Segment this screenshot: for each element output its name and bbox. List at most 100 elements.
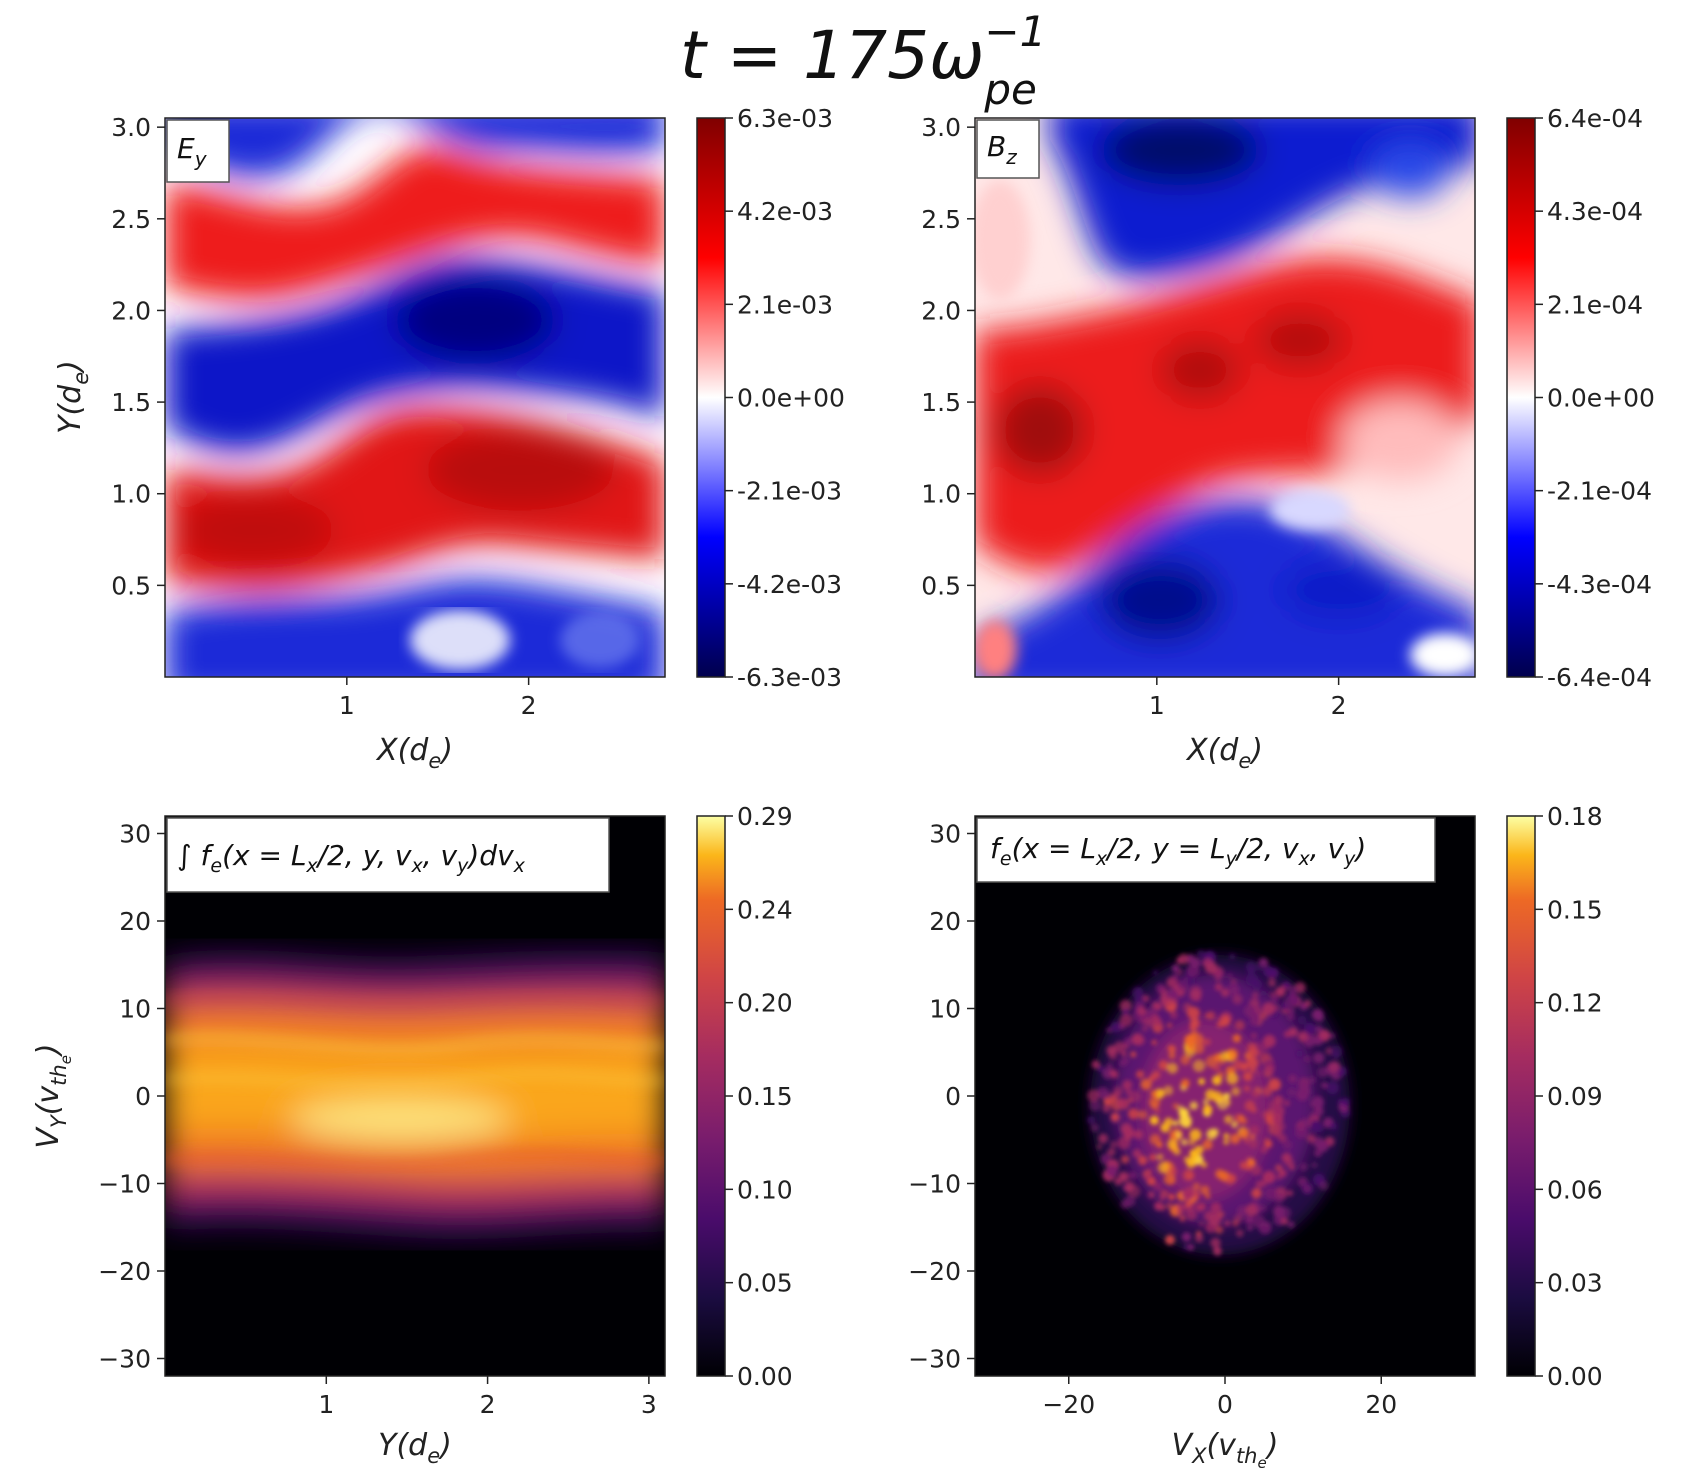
ey-colorbar	[696, 117, 726, 678]
bz-colorbar	[1506, 117, 1536, 678]
fe-velocity-speckle	[1297, 1015, 1307, 1025]
ey-band-top-blue	[165, 118, 665, 179]
fe-velocity-speckle	[1226, 1072, 1239, 1085]
fe-velocity-speckle	[1110, 1021, 1122, 1033]
bz-y-tick-label: 0.5	[921, 571, 961, 600]
fe-integrated-legend-part: y	[456, 855, 469, 877]
ey-y-tick-label: 2.5	[111, 205, 151, 234]
ey-legend-main: E	[177, 132, 195, 165]
fe-integrated-legend-part: x	[411, 855, 424, 877]
fe-velocity-speckle	[1275, 986, 1286, 997]
bz-legend-main: B	[987, 130, 1006, 163]
fe-velocity-speckle	[1230, 1133, 1241, 1144]
fe-velocity-colorbar-tick-label: 0.18	[1547, 802, 1603, 831]
fe-velocity-speckle	[1306, 1134, 1316, 1143]
fe-velocity-colorbar-tick-label: 0.15	[1547, 895, 1603, 924]
fe-velocity-y-tick-label: 0	[945, 1082, 961, 1111]
fe-velocity-speckle	[1226, 1048, 1239, 1061]
fe-velocity-speckle	[1255, 1007, 1262, 1014]
fe-velocity-speckle	[1212, 1063, 1221, 1072]
fe-velocity-speckle	[1127, 1097, 1133, 1103]
fe-integrated-y-axis-label-part: e	[57, 1055, 75, 1064]
fe-velocity-speckle	[1102, 1104, 1111, 1113]
fe-velocity-y-tick-label: 10	[929, 995, 961, 1024]
fe-velocity-x-tick-label: −20	[1042, 1390, 1095, 1419]
fe-velocity-speckle	[1287, 1221, 1295, 1229]
fe-velocity-speckle	[1250, 1067, 1256, 1073]
fe-velocity-speckle	[1176, 1208, 1186, 1218]
ey-colorbar-tick-label: 6.3e-03	[737, 104, 833, 133]
fe-velocity-speckle	[1259, 1205, 1267, 1212]
fe-velocity-speckle	[1159, 1194, 1166, 1201]
fe-velocity-speckle	[1313, 1052, 1325, 1064]
fe-velocity-speckle	[1238, 1115, 1245, 1122]
fe-velocity-speckle	[1168, 1052, 1176, 1059]
fe-velocity-speckle	[1268, 967, 1279, 979]
fe-velocity-speckle	[1185, 1209, 1198, 1221]
ey-x-axis-label: X(de)	[375, 733, 453, 773]
fe-velocity-speckle	[1194, 1233, 1204, 1243]
fe-velocity-speckle	[1163, 1173, 1176, 1185]
fe-velocity-speckle	[1140, 1009, 1146, 1015]
fe-velocity-speckle	[1103, 1097, 1112, 1106]
fe-velocity-speckle	[1308, 1076, 1316, 1084]
fe-velocity-speckle	[1251, 1188, 1262, 1199]
fe-velocity-speckle	[1173, 1120, 1179, 1126]
fe-velocity-speckle	[1142, 995, 1150, 1002]
fe-velocity-speckle	[1128, 1171, 1138, 1180]
fe-velocity-speckle	[1244, 1137, 1250, 1144]
fe-integrated-x-tick-label: 1	[318, 1390, 334, 1419]
fe-velocity-speckle	[1231, 1121, 1238, 1128]
fe-velocity-speckle	[1314, 1012, 1325, 1023]
fe-velocity-speckle	[1287, 1087, 1296, 1097]
fe-velocity-speckle	[1165, 1234, 1175, 1245]
fe-velocity-speckle	[1188, 1138, 1196, 1146]
fe-velocity-speckle	[1140, 1078, 1152, 1090]
fe-velocity-speckle	[1204, 1012, 1210, 1019]
fe-velocity-speckle	[1138, 1110, 1148, 1120]
fe-velocity-speckle	[1268, 978, 1276, 987]
fe-velocity-speckle	[1147, 1191, 1155, 1199]
fe-integrated-legend-part: (x = L	[222, 839, 306, 872]
fe-velocity-speckle	[1181, 1079, 1190, 1088]
bz-x-axis-label: X(de)	[1185, 733, 1263, 773]
fe-velocity-speckle	[1245, 1203, 1258, 1216]
fe-velocity-speckle	[1156, 1141, 1163, 1148]
bz-legend-box: Bz	[976, 119, 1040, 179]
fe-velocity-speckle	[1232, 1220, 1239, 1227]
fe-velocity-speckle	[1204, 961, 1218, 974]
fe-velocity-x-axis-label-part: (v	[1206, 1428, 1237, 1463]
fe-velocity-speckle	[1133, 1129, 1144, 1140]
fe-velocity-speckle	[1288, 1027, 1298, 1037]
fe-velocity-speckle	[1168, 1193, 1176, 1201]
fe-velocity-speckle	[1096, 1144, 1103, 1150]
fe-velocity-speckle	[1273, 1004, 1279, 1011]
fe-velocity-speckle	[1224, 1220, 1231, 1227]
fe-velocity-speckle	[1117, 1136, 1131, 1150]
fe-integrated-colorbar-tick-label: 0.10	[737, 1175, 793, 1204]
fe-velocity-speckle	[1227, 983, 1240, 996]
fe-velocity-speckle	[1326, 1081, 1339, 1095]
bz-colorbar-tick-label: -6.4e-04	[1547, 663, 1652, 692]
fe-velocity-speckle	[1198, 1078, 1205, 1085]
fe-velocity-y-tick-label: 30	[929, 820, 961, 849]
bz-x-axis-label-sub: e	[1238, 749, 1251, 773]
fe-velocity-speckle	[1171, 964, 1180, 973]
fe-velocity-speckle	[1145, 1018, 1154, 1027]
fe-velocity-speckle	[1330, 1045, 1343, 1058]
fe-velocity-speckle	[1205, 1221, 1217, 1234]
fe-velocity-speckle	[1149, 1154, 1157, 1161]
fe-velocity-speckle	[1297, 1079, 1310, 1091]
fe-velocity-x-axis-label-part: V	[1172, 1428, 1195, 1463]
fe-velocity-speckle	[1182, 1243, 1189, 1250]
fe-velocity-speckle	[1245, 973, 1259, 987]
fe-velocity-speckle	[1189, 985, 1203, 999]
fe-velocity-speckle	[1231, 1086, 1241, 1096]
fe-integrated-y-tick-label: 10	[119, 995, 151, 1024]
fe-velocity-speckle	[1200, 1185, 1210, 1195]
fe-velocity-speckle	[1309, 1112, 1317, 1120]
fe-velocity-speckle	[1318, 1180, 1329, 1191]
fe-velocity-speckle	[1285, 1158, 1294, 1168]
ey-field-image	[165, 118, 665, 677]
bz-colorbar-tick-label: 2.1e-04	[1547, 290, 1643, 319]
